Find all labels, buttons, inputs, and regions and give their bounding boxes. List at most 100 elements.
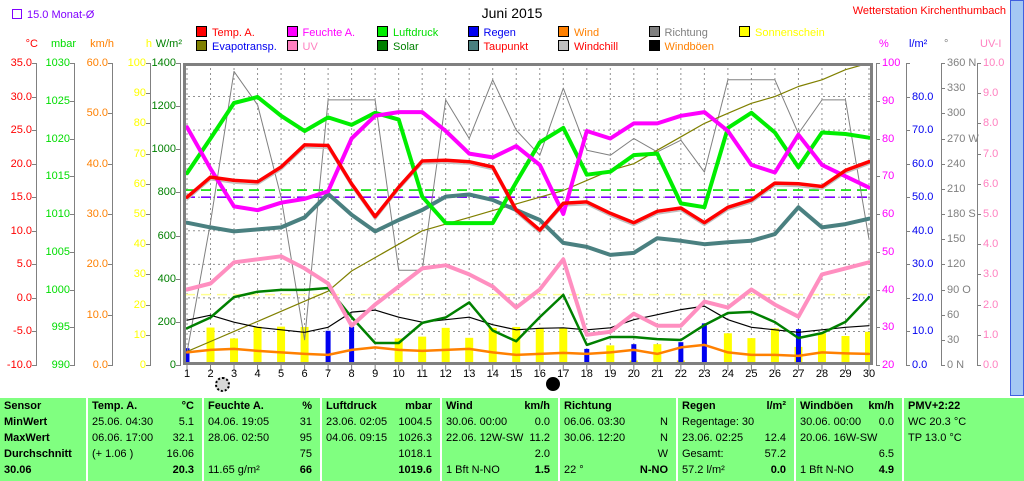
table-cell-value: 12.4 bbox=[764, 432, 786, 444]
table-row: 1018.1 bbox=[322, 446, 440, 462]
table-cell-value: km/h bbox=[524, 400, 550, 412]
axis-tick-label: 5.0 bbox=[16, 258, 32, 271]
legend-swatch-icon bbox=[196, 40, 207, 51]
legend-item-feuchte-a-: Feuchte A. bbox=[286, 26, 355, 39]
checkbox-icon[interactable] bbox=[12, 9, 22, 19]
table-header-row: Richtung bbox=[560, 398, 676, 414]
axis-tick bbox=[32, 297, 36, 299]
legend-label: Sonnenschein bbox=[755, 27, 825, 39]
table-cell: Regen bbox=[682, 400, 716, 412]
axis-tick-label: 1000 bbox=[151, 143, 176, 156]
table-cell: 30.06. 00:00 bbox=[446, 416, 508, 428]
axis-tick bbox=[108, 365, 112, 366]
axis-tick bbox=[906, 63, 910, 64]
table-row: MaxWert bbox=[0, 430, 86, 446]
axis-tick bbox=[906, 230, 910, 232]
day-label-6: 6 bbox=[301, 368, 308, 380]
table-cell: Luftdruck bbox=[326, 400, 377, 412]
axis-tick bbox=[876, 63, 880, 64]
table-row: 1 Bft N-NO 1.5 bbox=[442, 462, 558, 478]
table-row: 30.06. 12:20 N bbox=[560, 430, 676, 446]
axis-tick-label: 10.0 bbox=[10, 224, 32, 237]
axis-tick bbox=[32, 365, 36, 366]
day-label-17: 17 bbox=[557, 368, 570, 380]
table-cell-value: °C bbox=[181, 400, 194, 412]
table-cell-value: 0.0 bbox=[878, 416, 894, 428]
axis-tick bbox=[906, 331, 910, 333]
axis-tick-label: 10 bbox=[133, 328, 146, 341]
day-label-24: 24 bbox=[721, 368, 735, 380]
day-label-29: 29 bbox=[839, 368, 852, 380]
axis-tick bbox=[108, 63, 112, 64]
axis-tick-label: 210 bbox=[947, 182, 966, 195]
day-label-30: 30 bbox=[862, 368, 876, 380]
legend-swatch-icon bbox=[558, 26, 569, 37]
table-cell-value: 1.5 bbox=[534, 464, 550, 476]
table-row: 20.3 bbox=[88, 462, 202, 478]
new-moon-icon bbox=[545, 377, 560, 391]
table-cell-value: 2.0 bbox=[534, 448, 550, 460]
table-header-row: Luftdruck mbar bbox=[322, 398, 440, 414]
axis-tick bbox=[876, 251, 880, 253]
legend-swatch-icon bbox=[467, 26, 479, 37]
table-cell: TP 13.0 °C bbox=[908, 432, 962, 444]
axis-tick bbox=[176, 321, 180, 323]
table-row: 22.06. 12W-SW 11.2 bbox=[442, 430, 558, 446]
axis-unit-mbar: mbar bbox=[50, 38, 76, 50]
table-cell: 30.06. 00:00 bbox=[800, 416, 862, 428]
axis-tick-label: 15.0 bbox=[10, 191, 32, 204]
axis-tick bbox=[906, 264, 910, 266]
table-header-row: Regen l/m² bbox=[678, 398, 794, 414]
axis-tick bbox=[146, 63, 150, 64]
axis-tick bbox=[906, 197, 910, 199]
table-column-regen: Regen l/m² Regentage: 30 23.06. 02:25 12.4 Ge… bbox=[676, 398, 794, 481]
axis-tick-label: 40 bbox=[882, 283, 895, 296]
axis-tick-label: 30.0 bbox=[10, 90, 32, 103]
table-row bbox=[904, 446, 1024, 462]
day-label-4: 4 bbox=[254, 368, 261, 380]
table-cell: Temp. A. bbox=[92, 400, 138, 412]
day-label-22: 22 bbox=[674, 368, 687, 380]
axis-tick bbox=[146, 93, 150, 95]
month-average-toggle[interactable]: 15.0 Monat-Ø bbox=[12, 9, 94, 21]
table-cell: Durchschnitt bbox=[4, 448, 72, 460]
axis-tick-label: 70 bbox=[882, 170, 895, 183]
table-cell-value: 1018.1 bbox=[398, 448, 432, 460]
legend-item-taupunkt: Taupunkt bbox=[467, 40, 528, 53]
axis-tick-label: 360 N bbox=[947, 57, 977, 69]
axis-tick-label: 1000 bbox=[45, 283, 70, 296]
axis-tick-label: 25.0 bbox=[10, 124, 32, 137]
table-row: 30.06. 00:00 0.0 bbox=[796, 414, 902, 430]
station-name: Wetterstation Kirchenthumbach bbox=[852, 5, 1006, 17]
day-label-21: 21 bbox=[651, 368, 664, 380]
axis-tick-label: 1400 bbox=[151, 57, 176, 69]
axis-tick-label: 40 bbox=[133, 238, 146, 251]
axis-tick-label: 60.0 bbox=[86, 57, 108, 69]
vertical-scrollbar[interactable] bbox=[1010, 0, 1024, 396]
table-row: 2.0 bbox=[442, 446, 558, 462]
axis-unit-pct: % bbox=[879, 38, 889, 50]
axis-tick bbox=[108, 264, 112, 266]
axis-tick-label: 7.0 bbox=[983, 147, 999, 160]
table-row: 11.65 g/m² 66 bbox=[204, 462, 320, 478]
legend-swatch-icon bbox=[467, 40, 479, 51]
legend-item-regen: Regen bbox=[467, 26, 516, 39]
table-cell: (+ 1.06 ) bbox=[92, 448, 134, 460]
axis-tick bbox=[977, 274, 981, 276]
legend-swatch-icon bbox=[196, 26, 207, 37]
day-label-8: 8 bbox=[348, 368, 355, 380]
axis-tick bbox=[108, 314, 112, 316]
axis-tick bbox=[32, 264, 36, 266]
legend-swatch-icon bbox=[286, 40, 298, 51]
axis-tick-label: 1025 bbox=[45, 94, 70, 107]
table-row: 6.5 bbox=[796, 446, 902, 462]
legend-swatch-icon bbox=[739, 26, 750, 37]
table-cell: 06.06. 17:00 bbox=[92, 432, 154, 444]
axis-tick bbox=[32, 163, 36, 165]
axis-tick bbox=[32, 96, 36, 98]
day-label-3: 3 bbox=[230, 368, 238, 380]
table-cell: WC 20.3 °C bbox=[908, 416, 967, 428]
legend-item-uv: UV bbox=[286, 40, 318, 53]
axis-tick bbox=[70, 100, 74, 102]
table-header-row: Wind km/h bbox=[442, 398, 558, 414]
